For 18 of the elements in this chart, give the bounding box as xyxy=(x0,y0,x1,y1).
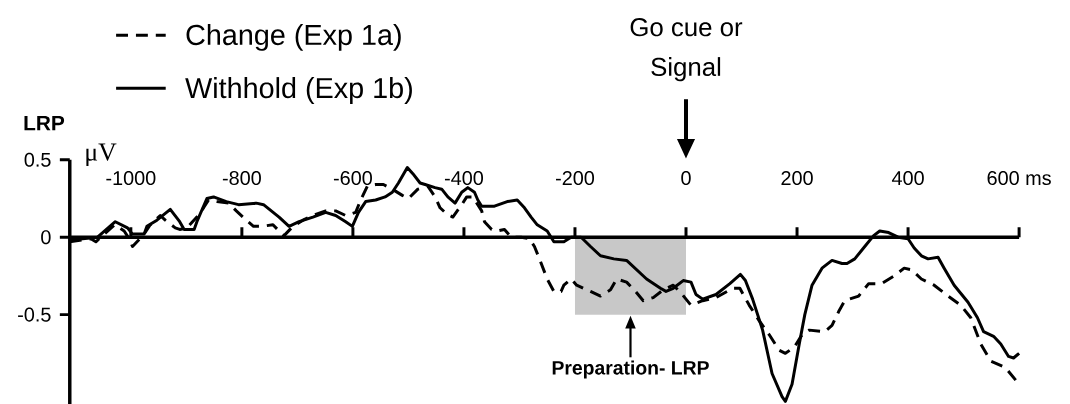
x-tick-label: -200 xyxy=(555,171,595,186)
x-tick-label: -400 xyxy=(444,171,484,186)
annotation: μV xyxy=(86,143,117,167)
y-tick-label: -0.5 xyxy=(18,307,51,322)
x-tick-label: -1000 xyxy=(106,171,156,186)
legend-label: Change (Exp 1a) xyxy=(186,24,401,51)
x-tick-label: 600 ms xyxy=(987,171,1051,186)
x-tick-label: 0 xyxy=(681,171,691,186)
x-tick-label: -800 xyxy=(222,171,261,186)
legend-label: Withhold (Exp 1b) xyxy=(185,77,412,104)
y-tick-label: 0.5 xyxy=(24,152,51,167)
y-axis-title: LRP xyxy=(24,115,65,131)
band-label: Preparation- LRP xyxy=(552,360,709,379)
x-tick-label: -600 xyxy=(333,171,372,186)
x-tick-label: 400 xyxy=(891,171,924,186)
x-tick-label: 200 xyxy=(781,171,813,186)
y-tick-label: 0 xyxy=(41,230,51,245)
text: Go cue or Signal xyxy=(630,18,743,82)
